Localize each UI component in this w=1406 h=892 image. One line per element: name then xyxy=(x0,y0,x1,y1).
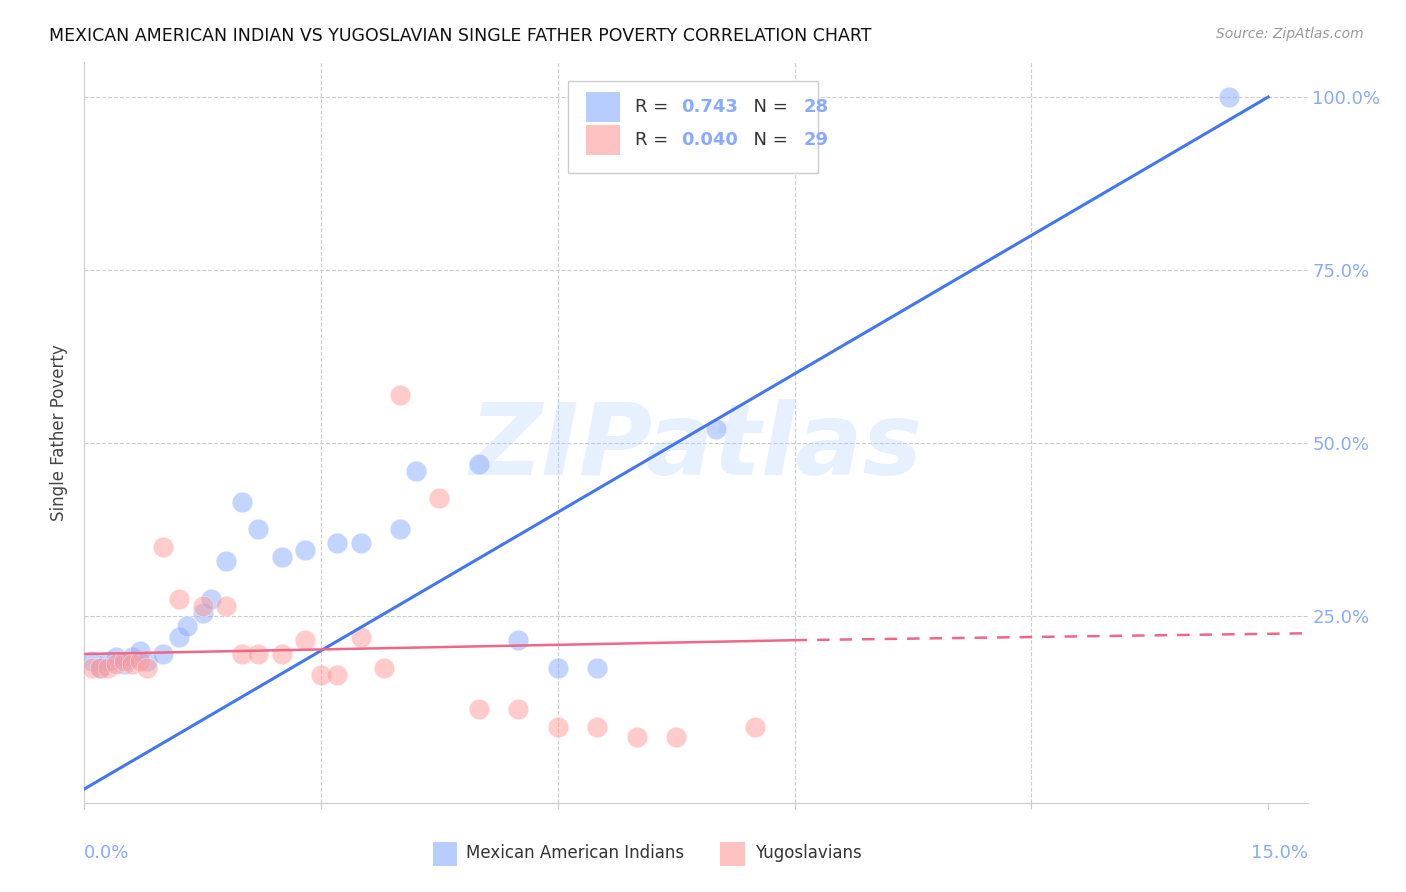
Point xyxy=(468,702,491,716)
Text: MEXICAN AMERICAN INDIAN VS YUGOSLAVIAN SINGLE FATHER POVERTY CORRELATION CHART: MEXICAN AMERICAN INDIAN VS YUGOSLAVIAN S… xyxy=(49,27,872,45)
Point xyxy=(97,654,120,668)
Point xyxy=(309,667,332,681)
Point xyxy=(191,599,214,613)
Point xyxy=(349,630,371,644)
Text: 0.040: 0.040 xyxy=(682,131,738,149)
Point xyxy=(744,720,766,734)
Text: Yugoslavians: Yugoslavians xyxy=(755,844,862,863)
Point xyxy=(349,536,371,550)
Point xyxy=(128,643,150,657)
Point xyxy=(1218,90,1240,104)
FancyBboxPatch shape xyxy=(433,842,457,866)
FancyBboxPatch shape xyxy=(586,126,620,155)
Point xyxy=(89,661,111,675)
Text: R =: R = xyxy=(636,131,673,149)
Point xyxy=(104,657,127,672)
Point xyxy=(191,606,214,620)
FancyBboxPatch shape xyxy=(568,81,818,173)
Text: ZIPatlas: ZIPatlas xyxy=(470,399,922,496)
Point xyxy=(97,661,120,675)
Text: R =: R = xyxy=(636,98,673,116)
Point xyxy=(176,619,198,633)
Point xyxy=(121,657,143,672)
Point xyxy=(468,457,491,471)
Text: 28: 28 xyxy=(804,98,828,116)
Point xyxy=(508,702,530,716)
Point xyxy=(152,647,174,661)
Point xyxy=(405,464,427,478)
Point xyxy=(104,650,127,665)
Point xyxy=(270,550,292,565)
Y-axis label: Single Father Poverty: Single Father Poverty xyxy=(51,344,69,521)
Point xyxy=(704,422,727,436)
Text: N =: N = xyxy=(742,131,794,149)
Point xyxy=(121,650,143,665)
FancyBboxPatch shape xyxy=(586,92,620,121)
Point xyxy=(294,543,316,558)
Point xyxy=(112,657,135,672)
Point xyxy=(231,647,253,661)
Text: 29: 29 xyxy=(804,131,828,149)
Text: Mexican American Indians: Mexican American Indians xyxy=(465,844,685,863)
Point xyxy=(626,730,648,744)
Point xyxy=(547,661,569,675)
Text: 15.0%: 15.0% xyxy=(1250,844,1308,862)
FancyBboxPatch shape xyxy=(720,842,745,866)
Point xyxy=(200,591,222,606)
Point xyxy=(152,540,174,554)
Point xyxy=(136,654,159,668)
Point xyxy=(128,654,150,668)
Point xyxy=(326,667,349,681)
Text: N =: N = xyxy=(742,98,794,116)
Point xyxy=(294,633,316,648)
Point xyxy=(112,654,135,668)
Point xyxy=(167,591,190,606)
Text: 0.0%: 0.0% xyxy=(84,844,129,862)
Point xyxy=(373,661,395,675)
Point xyxy=(326,536,349,550)
Point xyxy=(389,523,412,537)
Point xyxy=(389,387,412,401)
Point xyxy=(231,495,253,509)
Point xyxy=(82,654,104,668)
Point xyxy=(215,599,238,613)
Point xyxy=(429,491,451,506)
Point xyxy=(270,647,292,661)
Point xyxy=(246,647,269,661)
Text: 0.743: 0.743 xyxy=(682,98,738,116)
Point xyxy=(215,554,238,568)
Point xyxy=(82,661,104,675)
Point xyxy=(136,661,159,675)
Point xyxy=(246,523,269,537)
Point xyxy=(586,720,609,734)
Point xyxy=(665,730,688,744)
Point xyxy=(508,633,530,648)
Point xyxy=(586,661,609,675)
Point xyxy=(89,661,111,675)
Point xyxy=(547,720,569,734)
Point xyxy=(167,630,190,644)
Text: Source: ZipAtlas.com: Source: ZipAtlas.com xyxy=(1216,27,1364,41)
